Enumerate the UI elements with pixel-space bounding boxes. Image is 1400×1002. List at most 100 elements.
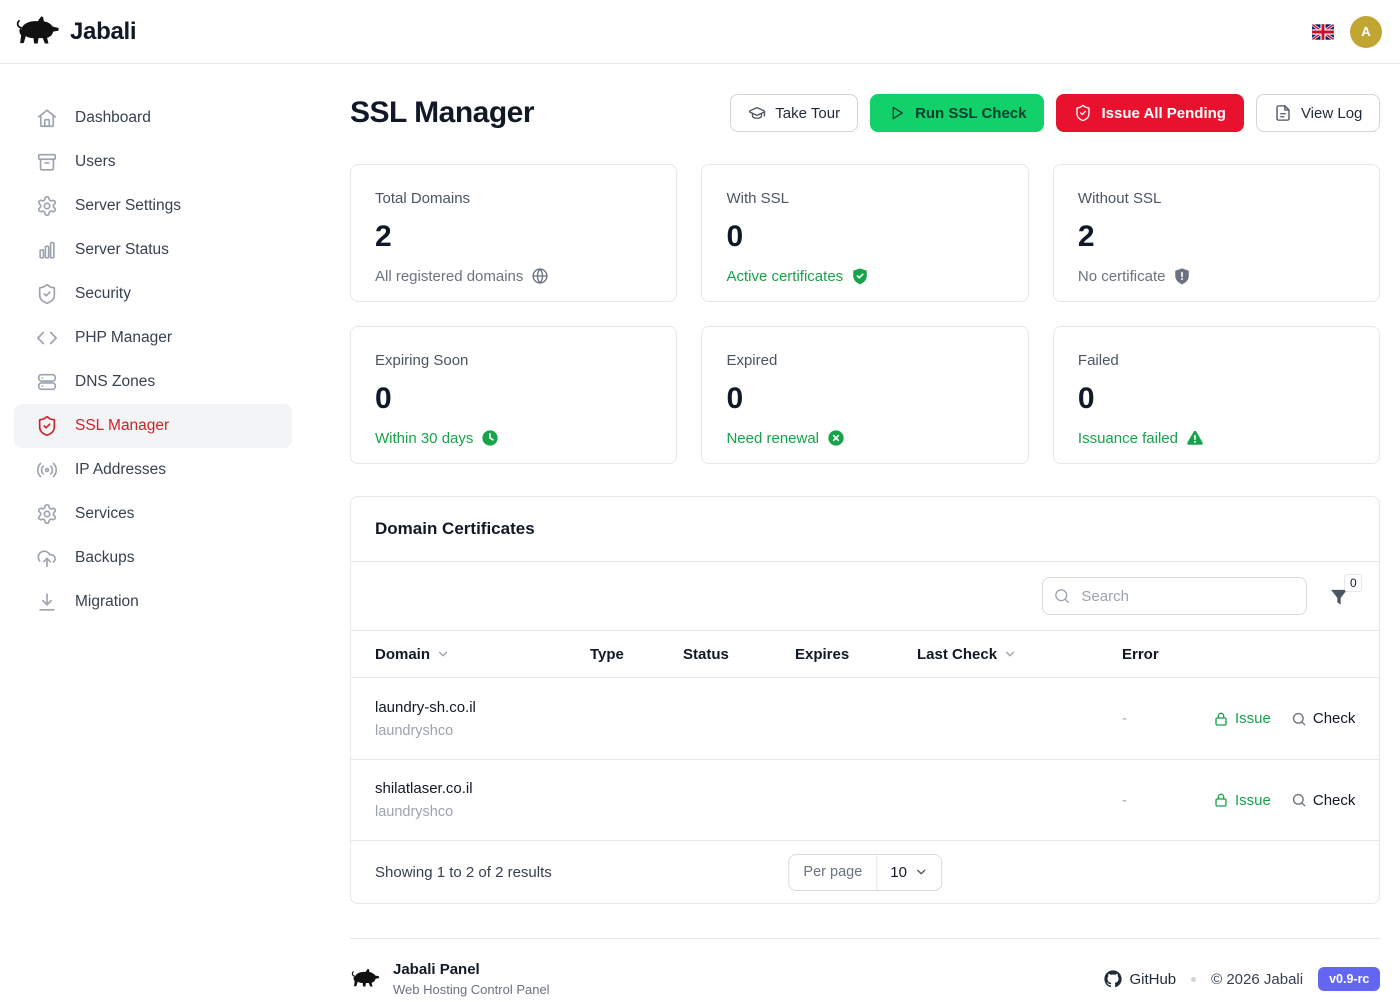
chevron-down-icon: [1003, 647, 1017, 661]
footer-app-subtitle: Web Hosting Control Panel: [393, 982, 550, 997]
stat-label: Without SSL: [1077, 190, 1162, 207]
language-flag-icon[interactable]: [1312, 24, 1334, 40]
sidebar-item-users[interactable]: Users: [14, 140, 292, 184]
play-icon: [888, 104, 906, 122]
sidebar-item-server-settings[interactable]: Server Settings: [14, 184, 292, 228]
check-action[interactable]: Check: [1291, 710, 1355, 727]
stat-label: Expired: [726, 352, 778, 369]
stat-card-without-ssl: Without SSL 2 No certificate: [1052, 164, 1381, 302]
sidebar-item-migration[interactable]: Migration: [14, 580, 292, 624]
stat-value: 0: [726, 220, 744, 253]
search-input[interactable]: [1042, 577, 1308, 615]
stat-value: 0: [726, 382, 744, 415]
check-action[interactable]: Check: [1291, 792, 1355, 809]
github-link[interactable]: GitHub: [1104, 970, 1176, 988]
globe-icon: [531, 267, 549, 285]
run-ssl-check-button[interactable]: Run SSL Check: [870, 94, 1045, 132]
brand-name: Jabali: [70, 17, 137, 45]
version-badge: v0.9-rc: [1318, 967, 1381, 991]
sidebar-item-label: PHP Manager: [75, 329, 173, 346]
sidebar-item-security[interactable]: Security: [14, 272, 292, 316]
stat-value: 0: [1077, 382, 1095, 415]
shield-check-icon: [36, 283, 58, 305]
graduation-cap-icon: [748, 104, 766, 122]
sidebar-item-label: Server Status: [75, 241, 169, 258]
table-row: laundry-sh.co.il laundryshco - Issue Che…: [351, 678, 1379, 759]
per-page-select[interactable]: 10: [877, 864, 941, 881]
sidebar-item-label: Backups: [75, 549, 135, 566]
sidebar-item-ip-addresses[interactable]: IP Addresses: [14, 448, 292, 492]
stats-grid: Total Domains 2 All registered domains W…: [350, 164, 1381, 464]
shield-check-icon: [851, 267, 869, 285]
sidebar-item-label: IP Addresses: [75, 461, 167, 478]
shield-alert-icon: [1173, 267, 1191, 285]
code-icon: [36, 327, 58, 349]
brand[interactable]: Jabali: [14, 14, 137, 50]
sidebar-item-label: Dashboard: [75, 109, 151, 126]
stat-label: Failed: [1077, 352, 1119, 369]
shield-check-icon: [36, 415, 58, 437]
column-header-type: Type: [590, 645, 624, 663]
archive-box-icon: [36, 151, 58, 173]
issue-all-pending-button[interactable]: Issue All Pending: [1056, 94, 1244, 132]
main-content: SSL Manager Take Tour Run SSL Check Issu…: [306, 64, 1400, 1002]
sidebar-item-label: Migration: [75, 593, 139, 610]
domain-name: shilatlaser.co.il: [375, 780, 473, 797]
button-label: Take Tour: [775, 104, 841, 122]
x-circle-icon: [827, 429, 845, 447]
button-label: Issue All Pending: [1101, 104, 1226, 122]
lock-icon: [1213, 711, 1229, 727]
domain-name: laundry-sh.co.il: [375, 698, 476, 716]
per-page-control: Per page 10: [788, 853, 942, 891]
separator-dot: [1191, 976, 1197, 982]
stat-caption: Need renewal: [726, 429, 820, 447]
page-title: SSL Manager: [350, 96, 535, 129]
lock-icon: [1213, 792, 1229, 808]
issue-action[interactable]: Issue: [1213, 792, 1271, 809]
sidebar-item-dns-zones[interactable]: DNS Zones: [14, 360, 292, 404]
stat-card-failed: Failed 0 Issuance failed: [1052, 326, 1381, 464]
domain-owner: laundryshco: [375, 804, 454, 820]
shield-check-icon: [1074, 104, 1092, 122]
sidebar-item-ssl-manager[interactable]: SSL Manager: [14, 404, 292, 448]
clock-icon: [481, 429, 499, 447]
download-icon: [36, 591, 58, 613]
sidebar-item-backups[interactable]: Backups: [14, 536, 292, 580]
sidebar-item-label: DNS Zones: [75, 373, 156, 390]
chevron-down-icon: [914, 865, 928, 879]
stat-value: 0: [375, 382, 392, 415]
search-icon: [1291, 711, 1307, 727]
sidebar: Dashboard Users Server Settings Server S…: [0, 64, 306, 1002]
column-header-domain[interactable]: Domain: [375, 646, 590, 663]
filter-button[interactable]: 0: [1329, 573, 1363, 612]
stat-card-expired: Expired 0 Need renewal: [701, 326, 1029, 464]
sidebar-item-label: Server Settings: [75, 197, 181, 214]
domain-certificates-card: Domain Certificates 0 Domain Type: [350, 496, 1381, 904]
bar-chart-icon: [36, 239, 58, 261]
table-header-row: Domain Type Status Expires Last Check: [351, 630, 1380, 678]
cell-error: -: [1122, 710, 1127, 727]
stat-caption: All registered domains: [375, 267, 524, 285]
take-tour-button[interactable]: Take Tour: [730, 94, 859, 132]
github-icon: [1104, 970, 1122, 988]
sidebar-item-php-manager[interactable]: PHP Manager: [14, 316, 292, 360]
button-label: View Log: [1300, 104, 1363, 122]
alert-triangle-icon: [1186, 429, 1204, 447]
copyright-text: © 2026 Jabali: [1211, 970, 1304, 988]
sidebar-item-services[interactable]: Services: [14, 492, 292, 536]
home-icon: [36, 107, 58, 129]
sidebar-item-server-status[interactable]: Server Status: [14, 228, 292, 272]
stat-value: 2: [375, 220, 392, 253]
stat-label: Total Domains: [375, 190, 471, 207]
view-log-button[interactable]: View Log: [1255, 94, 1381, 132]
issue-action[interactable]: Issue: [1213, 710, 1271, 727]
boar-logo-icon: [14, 14, 60, 50]
search-icon: [1291, 792, 1307, 808]
sidebar-item-dashboard[interactable]: Dashboard: [14, 96, 292, 140]
stat-label: With SSL: [726, 190, 789, 207]
column-header-status: Status: [683, 645, 729, 663]
column-header-last-check[interactable]: Last Check: [917, 646, 1122, 663]
gear-icon: [36, 503, 58, 525]
filter-count-badge: 0: [1344, 573, 1363, 592]
user-avatar[interactable]: A: [1350, 15, 1382, 48]
